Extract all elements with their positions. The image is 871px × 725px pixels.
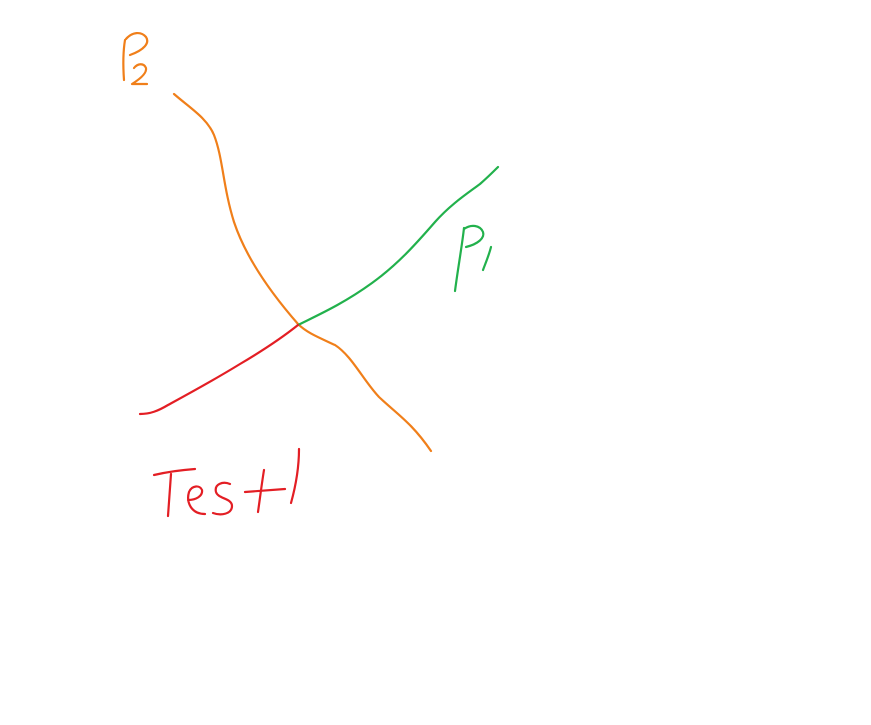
p1-label xyxy=(453,224,493,293)
test1-label xyxy=(152,447,301,518)
p1-curve xyxy=(296,165,500,327)
test1-curve xyxy=(138,323,300,416)
p2-curve xyxy=(172,92,433,453)
p2-label xyxy=(122,32,149,86)
